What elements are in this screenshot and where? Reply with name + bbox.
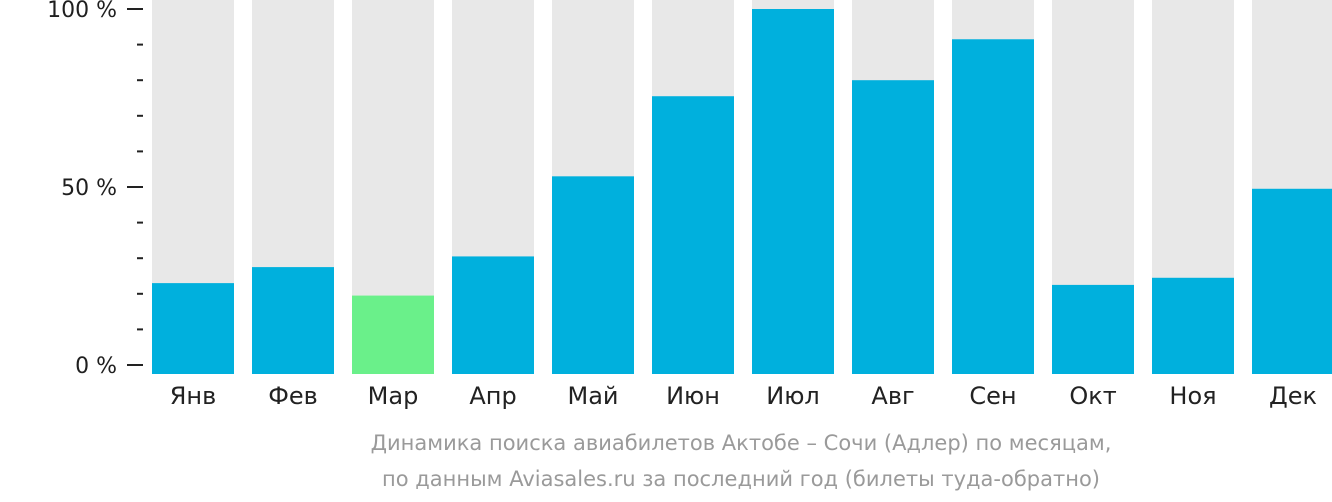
x-tick-label: Ноя	[1169, 382, 1216, 410]
value-bars	[152, 9, 1332, 374]
bar-6	[652, 96, 734, 374]
x-tick-label: Авг	[871, 382, 914, 410]
x-tick-label: Июн	[666, 382, 720, 410]
bar-4	[452, 256, 534, 374]
chart-caption-line-1: Динамика поиска авиабилетов Актобе – Соч…	[370, 431, 1112, 455]
y-tick-label: 50 %	[61, 176, 117, 201]
bar-12	[1252, 188, 1332, 374]
y-axis: 0 % 50 % 100 %	[47, 0, 143, 379]
bar-2	[252, 267, 334, 374]
bar-1	[152, 283, 234, 374]
x-tick-label: Фев	[268, 382, 318, 410]
bar-3	[352, 295, 434, 374]
bar-9	[952, 39, 1034, 374]
x-tick-label: Июл	[766, 382, 820, 410]
chart-caption-line-2: по данным Aviasales.ru за последний год …	[382, 467, 1100, 491]
bar-7	[752, 9, 834, 374]
x-tick-label: Янв	[170, 382, 217, 410]
bar-8	[852, 80, 934, 374]
y-tick-label: 100 %	[47, 0, 117, 23]
bar-10	[1052, 284, 1134, 374]
bar-5	[552, 176, 634, 374]
x-tick-label: Апр	[469, 382, 516, 410]
bar-11	[1152, 277, 1234, 374]
y-tick-label: 0 %	[75, 354, 117, 379]
x-axis-labels: Янв Фев Мар Апр Май Июн Июл Авг Сен Окт Ноя Дек	[170, 382, 1317, 410]
x-tick-label: Сен	[969, 382, 1016, 410]
x-tick-label: Мар	[368, 382, 419, 410]
x-tick-label: Окт	[1069, 382, 1116, 410]
x-tick-label: Май	[567, 382, 618, 410]
x-tick-label: Дек	[1269, 382, 1317, 410]
